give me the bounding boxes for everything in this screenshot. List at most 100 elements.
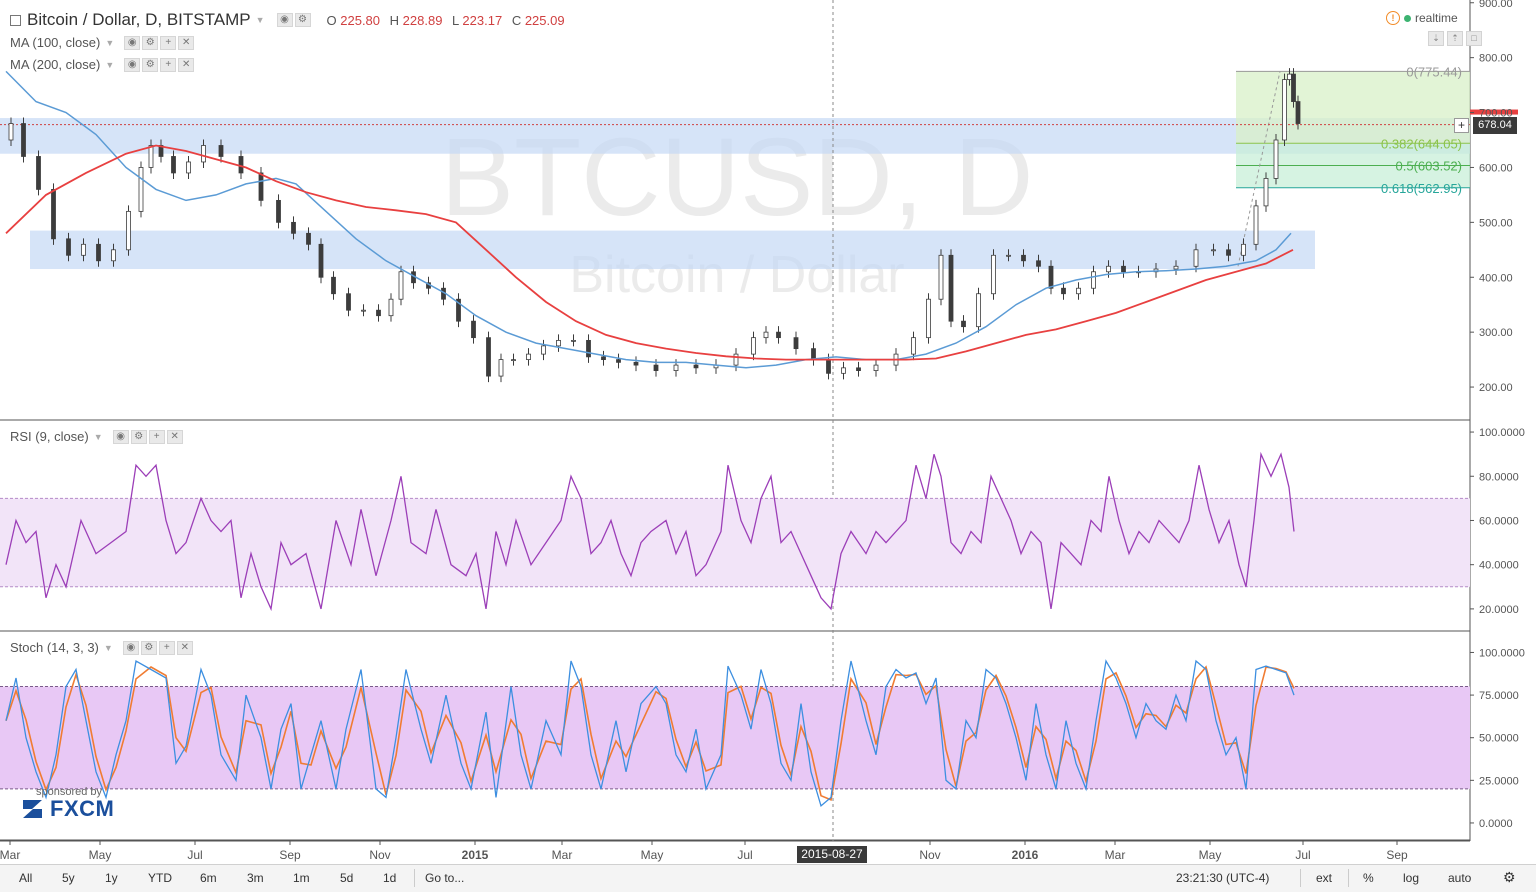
price-candle-body	[306, 232, 311, 245]
rsi-label[interactable]: RSI (9, close)	[10, 429, 89, 444]
eye-icon[interactable]: ◉	[112, 429, 129, 444]
chevron-down-icon[interactable]: ▼	[93, 431, 103, 442]
plus-icon[interactable]: +	[160, 57, 177, 72]
time-tick-label: 2016	[1012, 848, 1039, 862]
price-candle-body	[218, 145, 224, 157]
eye-icon[interactable]: ◉	[122, 640, 139, 655]
range-1m[interactable]: 1m	[293, 871, 310, 885]
eye-icon[interactable]: ◉	[276, 13, 293, 27]
price-candle-body	[841, 367, 846, 374]
rsi-legend[interactable]: RSI (9, close) ▼ ◉ ⚙ + ✕	[10, 429, 183, 444]
gear-icon[interactable]: ⚙	[140, 640, 157, 655]
eye-icon[interactable]: ◉	[124, 35, 141, 50]
clock-time[interactable]: 23:21:30 (UTC-4)	[1176, 871, 1270, 885]
realtime-status[interactable]: ! realtime	[1386, 11, 1458, 25]
arrow-down-icon[interactable]: ⇣	[1428, 31, 1444, 46]
price-candle-body	[36, 156, 41, 190]
price-candle-body	[471, 320, 476, 339]
range-all[interactable]: All	[19, 871, 33, 885]
price-candle-body	[126, 210, 131, 251]
crosshair-date-label: 2015-08-27	[797, 846, 867, 863]
price-candle-body	[318, 243, 324, 278]
plus-icon[interactable]: +	[148, 429, 165, 444]
price-candle-body	[1211, 249, 1216, 252]
close-icon[interactable]: ✕	[178, 57, 195, 72]
price-candle-body	[1291, 73, 1296, 102]
price-candle-body	[961, 320, 966, 328]
maximize-icon[interactable]: □	[1466, 31, 1482, 46]
price-tick-label: 700.00	[1479, 108, 1513, 120]
gear-icon[interactable]: ⚙	[130, 429, 147, 444]
plus-icon[interactable]: +	[158, 640, 175, 655]
price-candle-body	[331, 276, 336, 295]
toolbar-divider	[414, 869, 415, 887]
gear-icon[interactable]: ⚙	[294, 13, 311, 27]
price-candle-body	[486, 337, 491, 377]
settings-gear-icon[interactable]: ⚙	[1503, 869, 1516, 885]
price-candle-body	[258, 172, 264, 201]
ma200-label[interactable]: MA (200, close)	[10, 57, 101, 72]
ma100-legend[interactable]: MA (100, close) ▼ ◉ ⚙ + ✕	[10, 35, 195, 50]
price-candle-body	[186, 161, 191, 174]
arrow-up-icon[interactable]: ⇡	[1447, 31, 1463, 46]
log-toggle[interactable]: log	[1403, 871, 1420, 885]
time-tick-label: Sep	[279, 848, 301, 862]
stoch-tick-label: 25.0000	[1479, 775, 1519, 787]
pane-controls: ⇣ ⇡ □	[1428, 31, 1482, 46]
symbol-title[interactable]: Bitcoin / Dollar, D, BITSTAMP	[27, 10, 251, 29]
range-1y[interactable]: 1y	[105, 871, 118, 885]
price-candle-body	[81, 243, 86, 256]
ext-toggle[interactable]: ext	[1316, 871, 1333, 885]
auto-toggle[interactable]: auto	[1448, 871, 1472, 885]
realtime-label: realtime	[1415, 11, 1458, 25]
sponsor-text: sponsored by	[36, 786, 103, 798]
stoch-k-line	[5, 659, 1295, 808]
chevron-down-icon[interactable]: ▼	[103, 642, 113, 653]
close-icon[interactable]: ✕	[176, 640, 193, 655]
time-tick-label: Mar	[0, 848, 20, 862]
sponsor-block[interactable]: sponsored by FXCM	[20, 786, 114, 822]
ma100-label[interactable]: MA (100, close)	[10, 35, 101, 50]
price-candle-body	[793, 337, 799, 350]
range-3m[interactable]: 3m	[247, 871, 264, 885]
time-tick-label: May	[641, 848, 664, 862]
stoch-label[interactable]: Stoch (14, 3, 3)	[10, 640, 99, 655]
gear-icon[interactable]: ⚙	[142, 35, 159, 50]
stoch-legend[interactable]: Stoch (14, 3, 3) ▼ ◉ ⚙ + ✕	[10, 640, 193, 655]
chevron-down-icon[interactable]: ▼	[105, 59, 115, 70]
price-candle-body	[616, 359, 621, 363]
collapse-icon[interactable]	[10, 14, 21, 26]
price-candle-body	[991, 254, 996, 295]
range-ytd[interactable]: YTD	[148, 871, 172, 885]
warning-icon[interactable]: !	[1386, 11, 1400, 25]
plus-icon[interactable]: +	[160, 35, 177, 50]
gear-icon[interactable]: ⚙	[142, 57, 159, 72]
stoch-tick-label: 0.0000	[1479, 818, 1513, 830]
price-candle-body	[276, 199, 281, 223]
price-tick-label: 400.00	[1479, 272, 1513, 284]
goto-button[interactable]: Go to...	[425, 871, 465, 885]
range-6m[interactable]: 6m	[200, 871, 217, 885]
price-candle-body	[346, 293, 351, 311]
price-candle-body	[51, 189, 56, 240]
price-candle-body	[291, 221, 296, 234]
price-candle-body	[456, 298, 461, 322]
price-candle-body	[976, 293, 981, 328]
sponsor-brand[interactable]: FXCM	[50, 796, 115, 821]
range-5d[interactable]: 5d	[340, 871, 354, 885]
time-tick-label: Jul	[187, 848, 202, 862]
ma200-legend[interactable]: MA (200, close) ▼ ◉ ⚙ + ✕	[10, 57, 195, 72]
range-1d[interactable]: 1d	[383, 871, 397, 885]
price-candle-body	[1253, 205, 1259, 245]
chevron-down-icon[interactable]: ▼	[105, 37, 115, 48]
eye-icon[interactable]: ◉	[124, 57, 141, 72]
range-5y[interactable]: 5y	[62, 871, 75, 885]
close-icon[interactable]: ✕	[166, 429, 183, 444]
add-alert-icon[interactable]: +	[1454, 118, 1469, 133]
time-tick-label: Nov	[919, 848, 940, 862]
time-tick-label: 2015	[462, 848, 489, 862]
chevron-down-icon[interactable]: ▼	[255, 15, 265, 25]
percent-toggle[interactable]: %	[1363, 871, 1374, 885]
close-icon[interactable]: ✕	[178, 35, 195, 50]
